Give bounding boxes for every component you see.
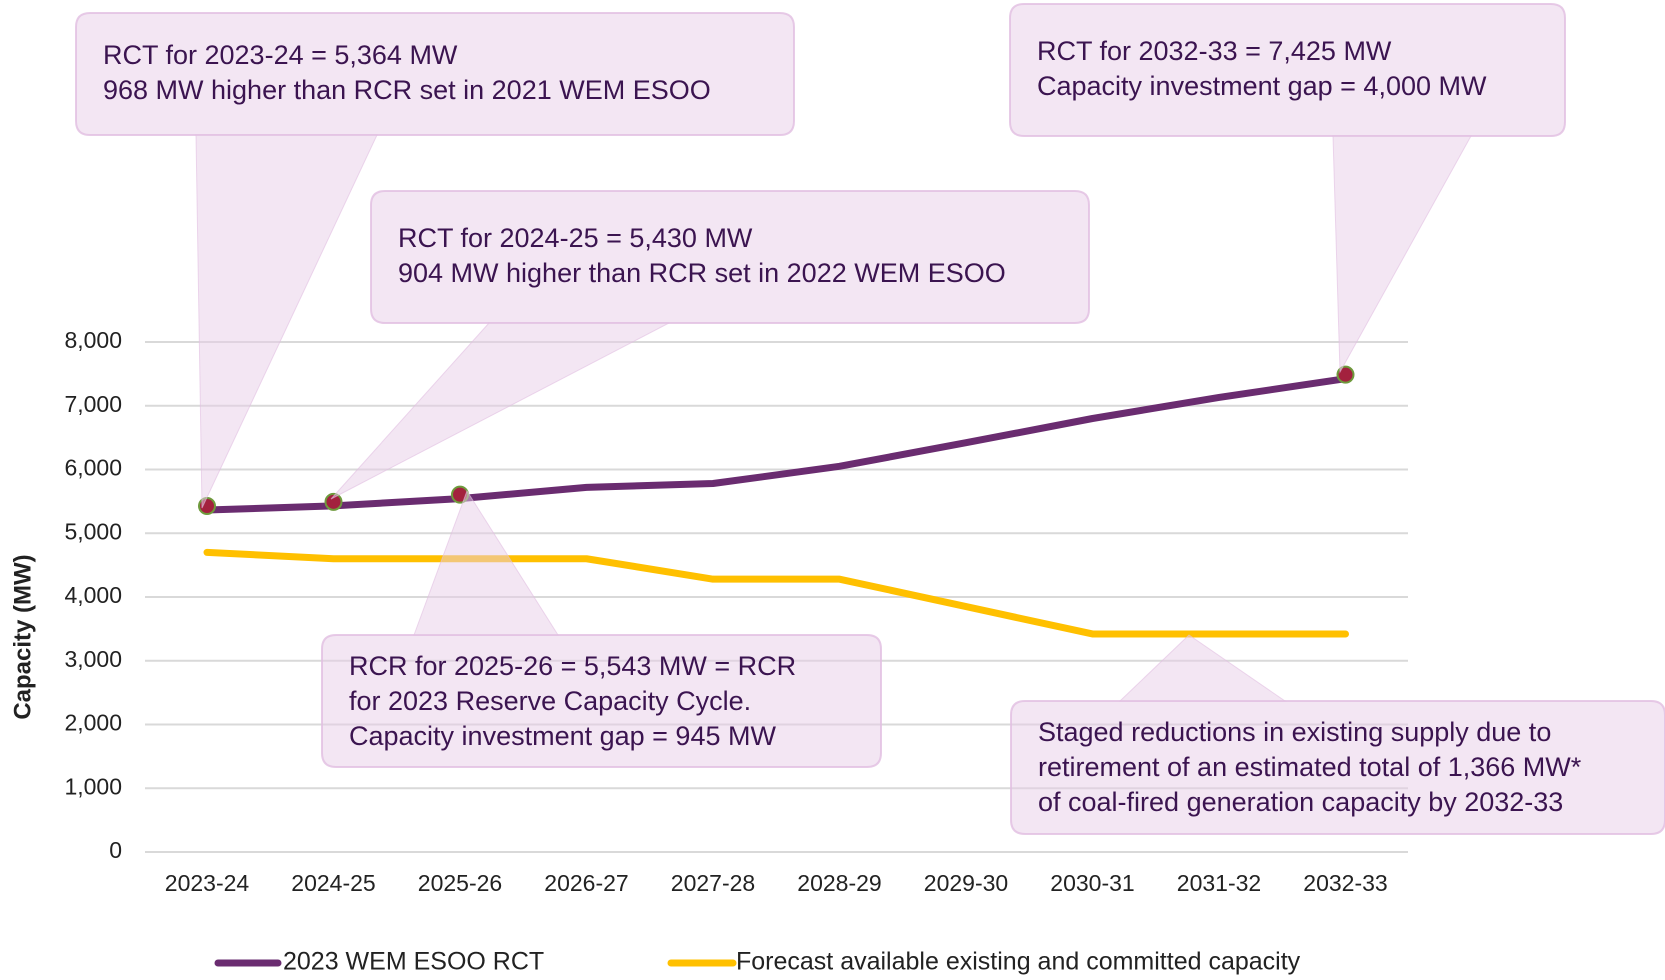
y-tick-label: 3,000 — [64, 646, 122, 672]
legend-label: Forecast available existing and committe… — [736, 948, 1301, 976]
x-tick-label: 2031-32 — [1177, 870, 1261, 896]
legend-label: 2023 WEM ESOO RCT — [283, 948, 544, 976]
callout: RCT for 2023-24 = 5,364 MW 968 MW higher … — [75, 12, 795, 509]
callout-text: Capacity investment gap = 945 MW — [349, 721, 776, 751]
callout-text: RCT for 2032-33 = 7,425 MW — [1037, 36, 1392, 66]
series-line — [203, 375, 1349, 514]
callout-text: RCT for 2023-24 = 5,364 MW — [103, 40, 458, 70]
x-tick-label: 2029-30 — [924, 870, 1008, 896]
y-axis-label: Capacity (MW) — [9, 554, 36, 719]
callout-text: Staged reductions in existing supply due… — [1038, 717, 1551, 747]
callout-box — [370, 190, 1090, 324]
callout: RCT for 2024-25 = 5,430 MW 904 MW higher … — [330, 190, 1090, 500]
series-line — [203, 548, 1349, 638]
callout-box — [321, 634, 882, 768]
callout-text: retirement of an estimated total of 1,36… — [1038, 752, 1582, 782]
callout: RCT for 2032-33 = 7,425 MW Capacity inves… — [1009, 3, 1566, 374]
y-tick-label: 6,000 — [64, 455, 122, 481]
x-tick-label: 2026-27 — [544, 870, 628, 896]
callout-text: RCT for 2024-25 = 5,430 MW — [398, 223, 753, 253]
y-tick-label: 7,000 — [64, 391, 122, 417]
callout-pointer — [195, 134, 378, 509]
x-tick-label: 2027-28 — [671, 870, 755, 896]
y-tick-label: 5,000 — [64, 518, 122, 544]
callout-text: of coal-fired generation capacity by 203… — [1038, 787, 1563, 817]
y-tick-label: 2,000 — [64, 710, 122, 736]
callout-pointer — [330, 322, 670, 500]
y-tick-label: 4,000 — [64, 582, 122, 608]
x-tick-label: 2032-33 — [1303, 870, 1387, 896]
y-tick-label: 8,000 — [64, 327, 122, 353]
x-tick-label: 2024-25 — [291, 870, 375, 896]
callout-text: Capacity investment gap = 4,000 MW — [1037, 71, 1487, 101]
x-tick-label: 2025-26 — [418, 870, 502, 896]
y-tick-label: 0 — [109, 837, 122, 863]
y-tick-label: 1,000 — [64, 773, 122, 799]
callout-box — [1010, 700, 1665, 835]
callout-text: 968 MW higher than RCR set in 2021 WEM E… — [103, 75, 711, 105]
callout-box — [75, 12, 795, 136]
callout-pointer — [1332, 135, 1472, 374]
callout: Staged reductions in existing supply due… — [1010, 634, 1665, 835]
callout-text: RCR for 2025-26 = 5,543 MW = RCR — [349, 651, 796, 681]
callout-box — [1009, 3, 1566, 137]
x-tick-label: 2023-24 — [165, 870, 250, 896]
callout-text: 904 MW higher than RCR set in 2022 WEM E… — [398, 258, 1006, 288]
x-tick-label: 2028-29 — [797, 870, 881, 896]
callout-pointer — [413, 489, 559, 636]
point-marker — [324, 492, 343, 511]
callout-pointer — [1118, 634, 1287, 702]
x-tick-label: 2030-31 — [1050, 870, 1134, 896]
point-marker — [1336, 365, 1355, 384]
callout: RCR for 2025-26 = 5,543 MW = RCR for 2023… — [321, 489, 882, 768]
callout-text: for 2023 Reserve Capacity Cycle. — [349, 686, 751, 716]
